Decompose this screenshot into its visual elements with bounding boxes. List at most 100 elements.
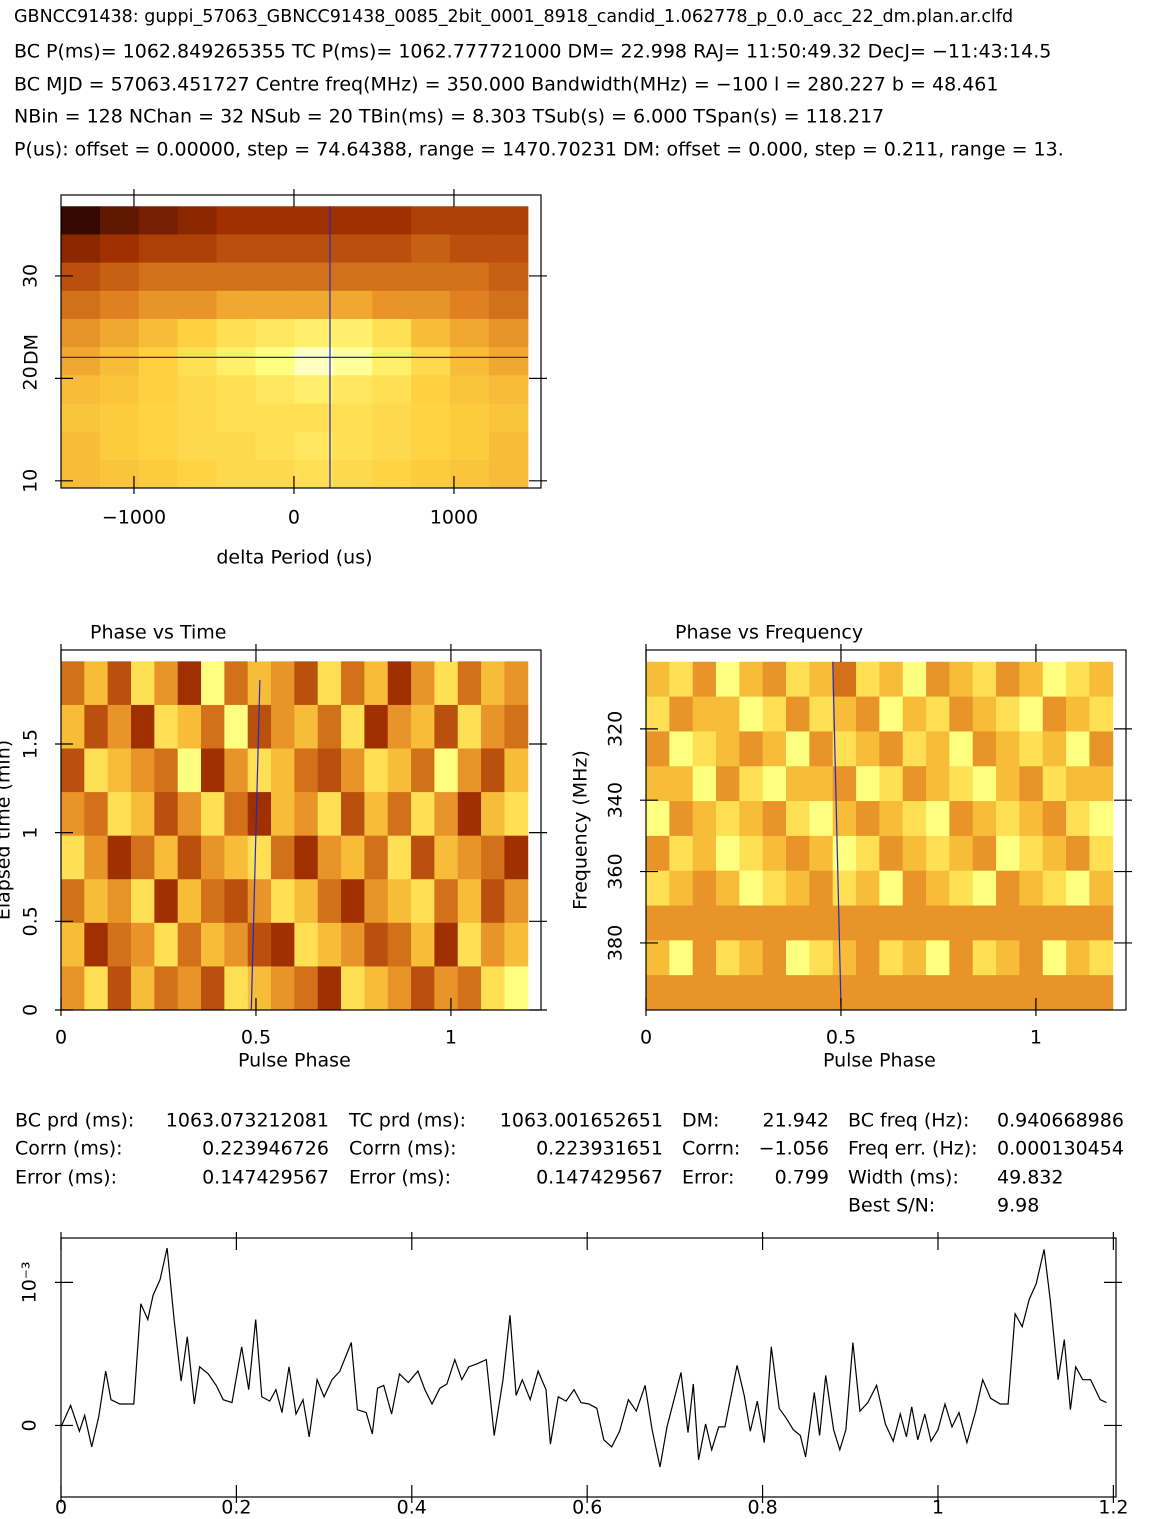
heatmap-cell	[333, 431, 373, 461]
heatmap-cell	[1042, 731, 1067, 767]
heatmap-cell	[84, 792, 109, 837]
heatmap-cell	[99, 318, 140, 348]
heatmap-cell	[364, 966, 389, 1011]
stat-value: 0.940668986	[997, 1110, 1124, 1132]
heatmap-cell	[201, 661, 225, 706]
heatmap-cell	[61, 879, 85, 924]
heatmap-cell	[504, 661, 529, 706]
heatmap-cell	[317, 922, 342, 967]
heatmap-cell	[341, 748, 365, 793]
heatmap-cell	[1066, 801, 1090, 837]
heatmap-cell	[154, 835, 179, 880]
heatmap-cell	[879, 835, 904, 872]
heatmap-cell	[411, 318, 451, 348]
stat-label: BC freq (Hz):	[848, 1110, 969, 1132]
heatmap-cell	[716, 731, 740, 767]
x-tick-label: 0	[55, 1027, 67, 1049]
heatmap-cell	[131, 704, 155, 750]
heatmap-cell	[786, 940, 810, 976]
heatmap-cell	[154, 792, 179, 837]
heatmap-cell	[669, 975, 694, 1011]
heatmap-cell	[669, 766, 694, 802]
heatmap-cell	[762, 801, 787, 837]
heatmap-cell	[411, 792, 435, 837]
heatmap-cell	[902, 766, 927, 802]
heatmap-cell	[372, 347, 412, 376]
heatmap-cell	[177, 318, 218, 348]
heatmap-cell	[131, 879, 155, 924]
heatmap-cell	[107, 879, 132, 924]
heatmap-cell	[216, 459, 257, 489]
heatmap-cell	[856, 975, 880, 1011]
heatmap-cell	[216, 262, 257, 292]
heatmap-cell	[739, 696, 764, 732]
heatmap-cell	[488, 375, 529, 404]
heatmap-cell	[99, 290, 140, 320]
stat-value: 0.799	[775, 1167, 829, 1189]
stat-value: 0.223931651	[536, 1138, 663, 1160]
heatmap-cell	[949, 801, 974, 837]
heatmap-cell	[294, 375, 334, 404]
heatmap-cell	[434, 835, 459, 880]
heatmap-cell	[1019, 801, 1044, 837]
heatmap-cell	[138, 403, 179, 433]
heatmap-cell	[972, 940, 997, 976]
heatmap-cell	[879, 661, 904, 698]
heatmap-cell	[341, 966, 365, 1011]
heatmap-cell	[411, 375, 451, 404]
heatmap-cell	[177, 966, 202, 1011]
heatmap-cell	[434, 748, 459, 793]
heatmap-cell	[739, 661, 764, 698]
heatmap-cell	[294, 792, 319, 837]
y-tick-label: 30	[20, 264, 42, 288]
heatmap-cell	[224, 661, 249, 706]
heatmap-cell	[457, 792, 482, 837]
heatmap-cell	[317, 792, 342, 837]
heatmap-cell	[646, 696, 670, 732]
heatmap-cell	[177, 792, 202, 837]
heatmap-cell	[294, 318, 334, 348]
heatmap-cell	[216, 290, 257, 320]
heatmap-cell	[786, 835, 810, 872]
heatmap-cell	[450, 290, 490, 320]
heatmap-cell	[154, 922, 179, 967]
heatmap-cell	[271, 792, 295, 837]
heatmap-cell	[996, 661, 1020, 698]
heatmap-cell	[949, 870, 974, 907]
heatmap-cell	[856, 835, 880, 872]
heatmap-cell	[387, 792, 412, 837]
heatmap-cell	[856, 940, 880, 976]
heatmap-cell	[372, 262, 412, 292]
y-axis-label: DM	[21, 334, 43, 365]
heatmap-cell	[84, 879, 109, 924]
heatmap-cell	[762, 870, 787, 907]
heatmap-cell	[786, 731, 810, 767]
heatmap-cell	[1089, 661, 1114, 698]
heatmap-cell	[99, 375, 140, 404]
heatmap-cell	[294, 835, 319, 880]
heatmap-cell	[669, 940, 694, 976]
heatmap-cell	[646, 940, 670, 976]
heatmap-cell	[1042, 940, 1067, 976]
heatmap-cell	[996, 766, 1020, 802]
heatmap-cell	[177, 431, 218, 461]
heatmap-cell	[716, 940, 740, 976]
heatmap-cell	[481, 835, 505, 880]
heatmap-cell	[107, 748, 132, 793]
heatmap-cell	[177, 661, 202, 706]
header-line: BC P(ms)= 1062.849265355 TC P(ms)= 1062.…	[14, 41, 1051, 63]
heatmap-cell	[177, 835, 202, 880]
heatmap-cell	[341, 922, 365, 967]
heatmap-cell	[809, 940, 834, 976]
heatmap-cell	[411, 431, 451, 461]
stat-value: 0.147429567	[536, 1167, 663, 1189]
heatmap-cell	[504, 748, 529, 793]
heatmap-cell	[879, 940, 904, 976]
heatmap-cell	[131, 966, 155, 1011]
heatmap-cell	[488, 459, 529, 489]
heatmap-cell	[1019, 870, 1044, 907]
heatmap-cell	[879, 870, 904, 907]
heatmap-cell	[450, 375, 490, 404]
heatmap-cell	[1089, 801, 1114, 837]
x-tick-label: 0.4	[397, 1497, 427, 1519]
